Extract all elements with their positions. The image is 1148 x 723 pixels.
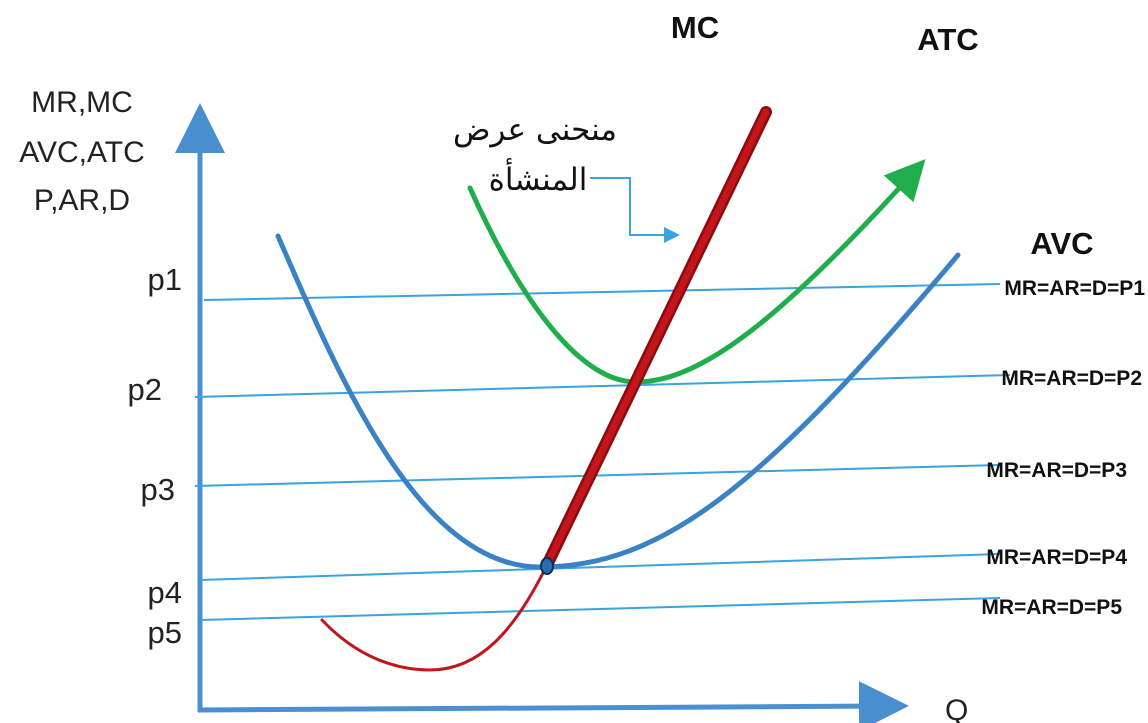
mr-label-p2: MR=AR=D=P2	[1001, 367, 1142, 390]
mr-label-p5: MR=AR=D=P5	[981, 596, 1122, 619]
y-axis-title-line-3: P,AR,D	[34, 184, 130, 217]
avc-curve	[275, 233, 961, 570]
y-axis-title-line-1: MR,MC	[31, 86, 133, 119]
mc-lower-curve	[320, 563, 549, 672]
price-label-p2: p2	[128, 372, 162, 407]
avc-label: AVC	[1030, 226, 1093, 261]
price-line-p2	[194, 374, 1011, 398]
firm-supply-annotation-line-1: منحنى عرض	[453, 112, 617, 148]
mc-supply-curve-highlight	[543, 108, 770, 569]
price-label-p1: p1	[148, 262, 182, 297]
price-label-p4: p4	[148, 575, 182, 610]
mr-label-p4: MR=AR=D=P4	[986, 546, 1127, 569]
price-line-p1	[203, 283, 1001, 301]
mr-label-p1: MR=AR=D=P1	[1004, 277, 1145, 300]
atc-label: ATC	[917, 22, 978, 57]
x-axis-title: Q	[945, 694, 968, 723]
annotation-connector	[590, 177, 680, 243]
price-label-p5: p5	[148, 615, 182, 650]
x-axis	[197, 681, 909, 723]
mr-label-p3: MR=AR=D=P3	[986, 459, 1127, 482]
price-line-p3	[194, 464, 1001, 487]
mc-label: MC	[671, 10, 719, 45]
price-label-p3: p3	[141, 472, 175, 507]
firm-supply-annotation-line-2: المنشأة	[489, 158, 588, 198]
price-line-p4	[199, 553, 1001, 581]
price-line-p5	[199, 597, 1001, 621]
y-axis-title-line-2: AVC,ATC	[19, 136, 145, 169]
shutdown-point	[540, 557, 554, 575]
